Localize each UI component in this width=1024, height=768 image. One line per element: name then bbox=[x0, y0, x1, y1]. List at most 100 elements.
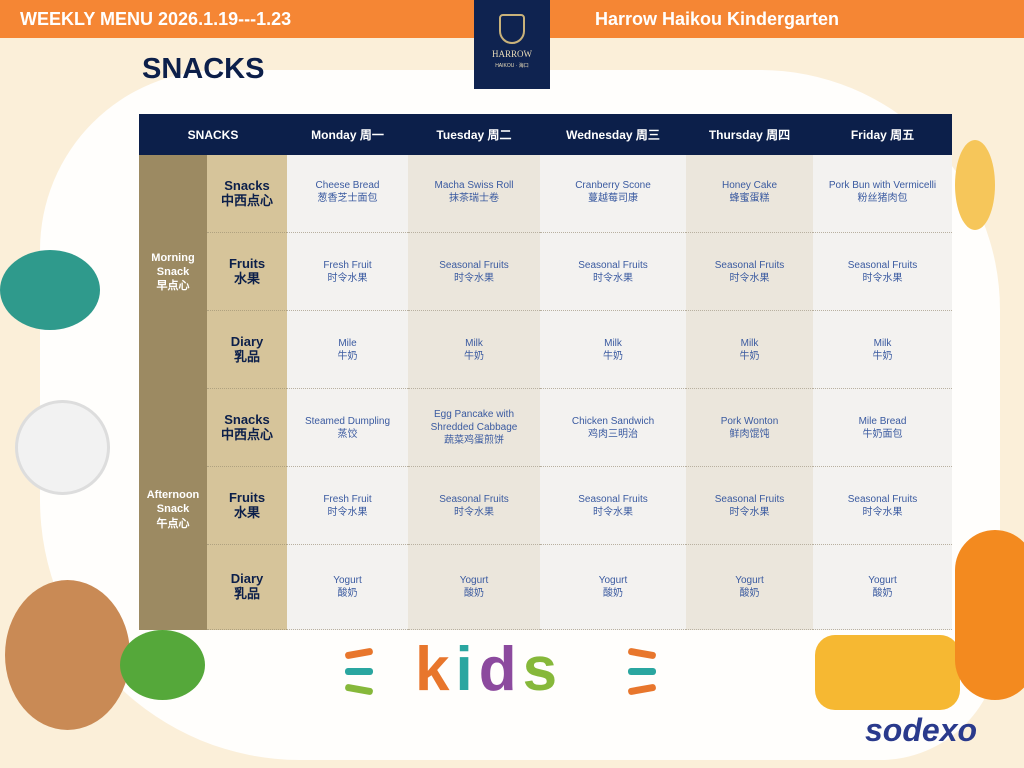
text-line: Seasonal Fruits bbox=[714, 493, 785, 505]
text-line: 牛奶 bbox=[464, 350, 484, 362]
text-line: Fresh Fruit bbox=[323, 259, 372, 271]
school-name: Harrow Haikou Kindergarten bbox=[595, 9, 840, 29]
text-line: 牛奶 bbox=[872, 350, 893, 362]
menu-cell: Fresh Fruit 时令水果 bbox=[287, 467, 408, 545]
text-line: Snack bbox=[156, 503, 190, 516]
menu-cell: Seasonal Fruits 时令水果 bbox=[408, 233, 540, 311]
text-line: 酸奶 bbox=[337, 588, 358, 599]
text-line: Milk bbox=[873, 337, 892, 349]
header-corner: SNACKS bbox=[139, 114, 287, 155]
menu-cell: Pork Bun with Vermicelli 粉丝猪肉包 bbox=[813, 155, 952, 233]
bear-chef-illustration bbox=[5, 580, 130, 730]
decor-dash bbox=[628, 668, 656, 675]
meal-label: Morning Snack 早点心 bbox=[139, 155, 207, 389]
logo-subtext: HAIKOU · 海口 bbox=[495, 63, 529, 69]
cheese-illustration bbox=[815, 635, 960, 710]
text-line: 抹茶瑞士卷 bbox=[449, 193, 499, 204]
category-label: Snacks 中西点心 bbox=[207, 389, 287, 467]
text-line: 时令水果 bbox=[593, 506, 633, 518]
text-line: 乳品 bbox=[233, 348, 260, 364]
text-line: Seasonal Fruits bbox=[847, 493, 918, 505]
broccoli-small-illustration bbox=[120, 630, 205, 700]
menu-cell: Macha Swiss Roll 抹茶瑞士卷 bbox=[408, 155, 540, 233]
category-label: Diary 乳品 bbox=[207, 311, 287, 389]
text-line: Cranberry Scone bbox=[575, 180, 651, 191]
kids-letter: k bbox=[415, 635, 456, 704]
category-label: Fruits 水果 bbox=[207, 467, 287, 545]
text-line: 鸡肉三明治 bbox=[588, 428, 638, 440]
text-line: Seasonal Fruits bbox=[847, 259, 918, 271]
text-line: 时令水果 bbox=[593, 272, 633, 284]
plate-utensils-illustration bbox=[15, 400, 110, 495]
menu-cell: Milk 牛奶 bbox=[408, 311, 540, 389]
menu-cell: Egg Pancake with Shredded Cabbage 蔬菜鸡蛋煎饼 bbox=[408, 389, 540, 467]
menu-cell: Cheese Bread 葱香芝士面包 bbox=[287, 155, 408, 233]
text-line: 牛奶 bbox=[603, 350, 623, 362]
menu-cell: Mile Bread 牛奶面包 bbox=[813, 389, 952, 467]
text-line: 酸奶 bbox=[603, 588, 623, 599]
text-line: Steamed Dumpling bbox=[304, 415, 391, 427]
text-line: Snack bbox=[156, 265, 190, 278]
text-line: 中西点心 bbox=[220, 426, 273, 442]
menu-cell: Seasonal Fruits 时令水果 bbox=[686, 467, 813, 545]
text-line: Milk bbox=[465, 337, 483, 349]
text-line: Chicken Sandwich bbox=[571, 415, 655, 427]
day-header: Friday 周五 bbox=[813, 114, 952, 155]
text-line: Yogurt bbox=[459, 575, 489, 586]
text-line: 蒸饺 bbox=[337, 428, 358, 440]
crest-icon bbox=[499, 14, 525, 44]
text-line: Afternoon bbox=[146, 489, 200, 502]
text-line: 葱香芝士面包 bbox=[317, 193, 378, 204]
day-header: Thursday 周四 bbox=[686, 114, 813, 155]
menu-cell: Yogurt 酸奶 bbox=[686, 545, 813, 630]
kids-letter: s bbox=[522, 635, 564, 704]
harrow-logo: HARROW HAIKOU · 海口 bbox=[474, 0, 550, 89]
text-line: Cheese Bread bbox=[315, 180, 380, 191]
menu-cell: Pork Wonton 鲜肉馄饨 bbox=[686, 389, 813, 467]
text-line: 时令水果 bbox=[729, 506, 770, 518]
text-line: 时令水果 bbox=[729, 272, 770, 284]
text-line: Mile bbox=[338, 337, 357, 349]
kids-letter: d bbox=[478, 635, 523, 704]
text-line: 酸奶 bbox=[739, 588, 760, 599]
day-header: Tuesday 周二 bbox=[408, 114, 540, 155]
menu-cell: Yogurt 酸奶 bbox=[408, 545, 540, 630]
text-line: Seasonal Fruits bbox=[578, 259, 648, 271]
menu-cell: Mile 牛奶 bbox=[287, 311, 408, 389]
text-line: Seasonal Fruits bbox=[714, 259, 785, 271]
day-header: Monday 周一 bbox=[287, 114, 408, 155]
text-line: 中西点心 bbox=[220, 192, 273, 208]
menu-cell: Fresh Fruit 时令水果 bbox=[287, 233, 408, 311]
text-line: 牛奶面包 bbox=[862, 428, 903, 440]
text-line: 蜂蜜蛋糕 bbox=[729, 193, 770, 204]
text-line: 蔬菜鸡蛋煎饼 bbox=[444, 435, 504, 446]
menu-cell: Milk 牛奶 bbox=[540, 311, 686, 389]
egg-illustration bbox=[955, 140, 995, 230]
menu-cell: Yogurt 酸奶 bbox=[540, 545, 686, 630]
text-line: 水果 bbox=[233, 504, 260, 520]
menu-cell: Seasonal Fruits 时令水果 bbox=[408, 467, 540, 545]
menu-cell: Steamed Dumpling 蒸饺 bbox=[287, 389, 408, 467]
text-line: 酸奶 bbox=[872, 588, 893, 599]
kids-letter: i bbox=[455, 635, 479, 704]
menu-cell: Seasonal Fruits 时令水果 bbox=[813, 233, 952, 311]
text-line: Egg Pancake with bbox=[433, 409, 515, 420]
text-line: Honey Cake bbox=[721, 180, 778, 191]
day-header: Wednesday 周三 bbox=[540, 114, 686, 155]
text-line: Fruits bbox=[228, 255, 266, 271]
decor-dash bbox=[345, 668, 373, 675]
text-line: Seasonal Fruits bbox=[439, 493, 509, 505]
text-line: 时令水果 bbox=[327, 272, 368, 284]
text-line: Macha Swiss Roll bbox=[434, 180, 514, 191]
text-line: Snacks bbox=[224, 411, 270, 427]
menu-cell: Cranberry Scone 蔓越莓司康 bbox=[540, 155, 686, 233]
menu-cell: Yogurt 酸奶 bbox=[813, 545, 952, 630]
text-line: 早点心 bbox=[156, 280, 190, 293]
text-line: Seasonal Fruits bbox=[578, 493, 648, 505]
text-line: 乳品 bbox=[233, 586, 260, 601]
text-line: Pork Wonton bbox=[720, 415, 779, 427]
text-line: Mile Bread bbox=[858, 415, 907, 427]
broccoli-illustration bbox=[0, 250, 100, 330]
text-line: Diary bbox=[230, 571, 264, 587]
menu-cell: Yogurt 酸奶 bbox=[287, 545, 408, 630]
